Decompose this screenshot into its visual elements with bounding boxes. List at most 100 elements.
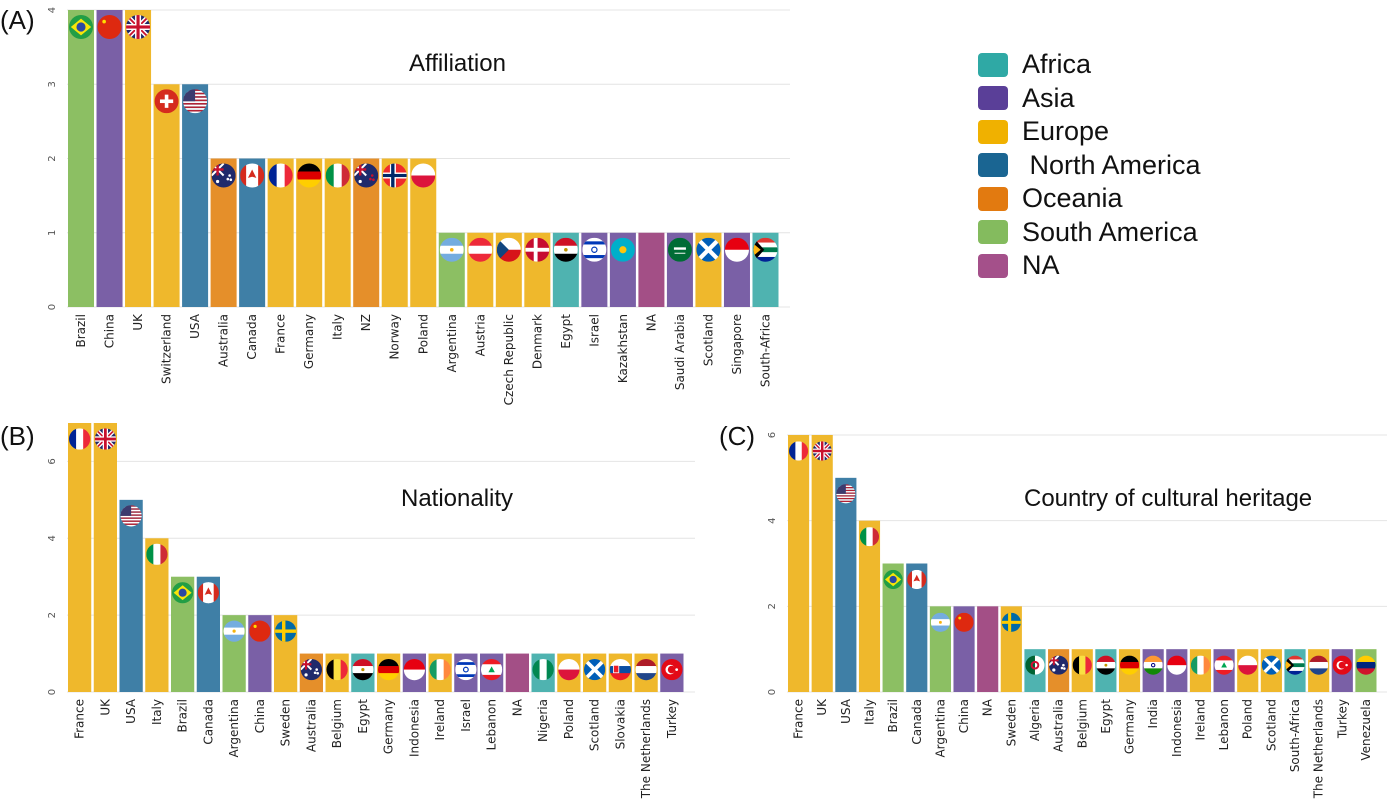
x-tick-label: Scotland <box>588 699 602 751</box>
x-tick-label: Brazil <box>176 699 190 733</box>
y-tick-label: 2 <box>47 155 58 161</box>
x-tick-label: NA <box>644 313 658 331</box>
lebanon-flag-icon <box>481 658 503 681</box>
slovakia-flag-icon <box>609 658 631 681</box>
x-tick-label: NZ <box>359 314 373 331</box>
x-tick-label: Poland <box>562 699 576 739</box>
x-tick-label: Scotland <box>1264 699 1278 751</box>
legend-item-europe: Europe <box>978 115 1201 149</box>
scotland-flag-icon <box>696 237 721 262</box>
x-tick-label: UK <box>131 313 145 331</box>
legend-swatch <box>978 153 1008 178</box>
ireland-flag-icon <box>429 658 451 681</box>
x-tick-label: Indonesia <box>407 699 421 757</box>
egypt-flag-icon <box>352 658 374 681</box>
y-tick-label: 6 <box>767 432 778 438</box>
nz-flag-icon <box>354 163 379 188</box>
france-flag-icon <box>268 163 293 188</box>
egypt-flag-icon <box>1096 655 1116 675</box>
bar <box>125 10 152 307</box>
x-tick-label: Kazakhstan <box>616 314 630 383</box>
bar <box>119 499 143 692</box>
x-tick-label: Turkey <box>1335 699 1349 739</box>
x-tick-label: Argentina <box>227 699 241 758</box>
brazil-flag-icon <box>883 569 903 590</box>
norway-flag-icon <box>382 163 407 188</box>
x-tick-label: Austria <box>473 314 487 356</box>
bar <box>811 435 833 692</box>
legend-swatch <box>978 119 1008 144</box>
x-tick-label: Australia <box>217 314 231 367</box>
nigeria-flag-icon <box>532 658 554 681</box>
australia-flag-icon <box>1049 655 1069 675</box>
bar <box>906 563 928 692</box>
poland-flag-icon <box>1238 655 1258 675</box>
y-tick-label: 1 <box>47 230 58 236</box>
poland-flag-icon <box>558 658 580 681</box>
x-tick-label: South-Africa <box>1288 699 1302 772</box>
usa-flag-icon <box>183 89 208 114</box>
x-tick-label: The Netherlands <box>639 699 653 799</box>
legend-label: Asia <box>1022 82 1075 113</box>
usa-flag-icon <box>836 484 856 504</box>
legend-item-oceania: Oceania <box>978 182 1201 216</box>
x-tick-label: Poland <box>416 314 430 354</box>
y-tick-label: 4 <box>47 7 58 13</box>
algeria-flag-icon <box>1025 655 1045 675</box>
x-tick-label: Nigeria <box>536 699 550 742</box>
x-tick-label: Australia <box>1052 699 1066 752</box>
x-tick-label: Sweden <box>1004 699 1018 746</box>
y-tick-label: 4 <box>767 517 778 523</box>
chart-title-affiliation: Affiliation <box>409 50 506 77</box>
x-tick-label: Czech Republic <box>502 314 516 405</box>
x-tick-label: France <box>792 699 806 739</box>
x-tick-label: NA <box>981 698 995 716</box>
bar <box>788 435 810 692</box>
x-tick-label: Sweden <box>279 699 293 746</box>
y-tick-label: 0 <box>47 304 58 310</box>
poland-flag-icon <box>411 163 436 188</box>
legend-item-north-america: North America <box>978 149 1201 183</box>
legend-label: North America <box>1022 149 1201 180</box>
legend-item-asia: Asia <box>978 82 1201 116</box>
saudi-flag-icon <box>667 237 692 262</box>
y-tick-label: 3 <box>47 81 58 87</box>
turkey-flag-icon <box>1332 655 1352 675</box>
sweden-flag-icon <box>1001 612 1021 632</box>
brazil-flag-icon <box>172 582 194 604</box>
australia-flag-icon <box>211 163 236 188</box>
south-africa-flag-icon <box>1285 655 1305 675</box>
x-tick-label: Brazil <box>74 314 88 348</box>
x-tick-label: Germany <box>382 699 396 754</box>
x-tick-label: Scotland <box>701 314 715 366</box>
uk-flag-icon <box>126 14 151 40</box>
egypt-flag-icon <box>553 237 578 262</box>
legend-swatch <box>978 220 1008 245</box>
x-tick-label: Argentina <box>445 314 459 373</box>
israel-flag-icon <box>455 658 477 681</box>
x-tick-label: Egypt <box>559 314 573 349</box>
germany-flag-icon <box>297 163 322 188</box>
germany-flag-icon <box>1119 655 1140 675</box>
bar <box>171 576 195 692</box>
x-tick-label: China <box>957 699 971 733</box>
bar <box>835 477 857 692</box>
indonesia-flag-icon <box>1167 655 1187 675</box>
x-tick-label: Lebanon <box>485 699 499 750</box>
x-tick-label: Ireland <box>433 699 447 741</box>
legend-item-south-america: South America <box>978 216 1201 250</box>
switzerland-flag-icon <box>154 89 179 114</box>
x-tick-label: France <box>274 314 288 354</box>
x-tick-label: Saudi Arabia <box>673 314 687 390</box>
x-tick-label: Canada <box>910 699 924 745</box>
indonesia-flag-icon <box>403 658 425 681</box>
x-tick-label: India <box>1146 699 1160 728</box>
x-tick-label: Poland <box>1241 699 1255 739</box>
israel-flag-icon <box>582 237 607 262</box>
canada-flag-icon <box>907 569 927 590</box>
bar <box>153 84 180 307</box>
scotland-flag-icon <box>584 658 606 681</box>
y-tick-label: 2 <box>47 612 58 618</box>
bar <box>638 232 665 307</box>
legend-item-na: NA <box>978 249 1201 283</box>
